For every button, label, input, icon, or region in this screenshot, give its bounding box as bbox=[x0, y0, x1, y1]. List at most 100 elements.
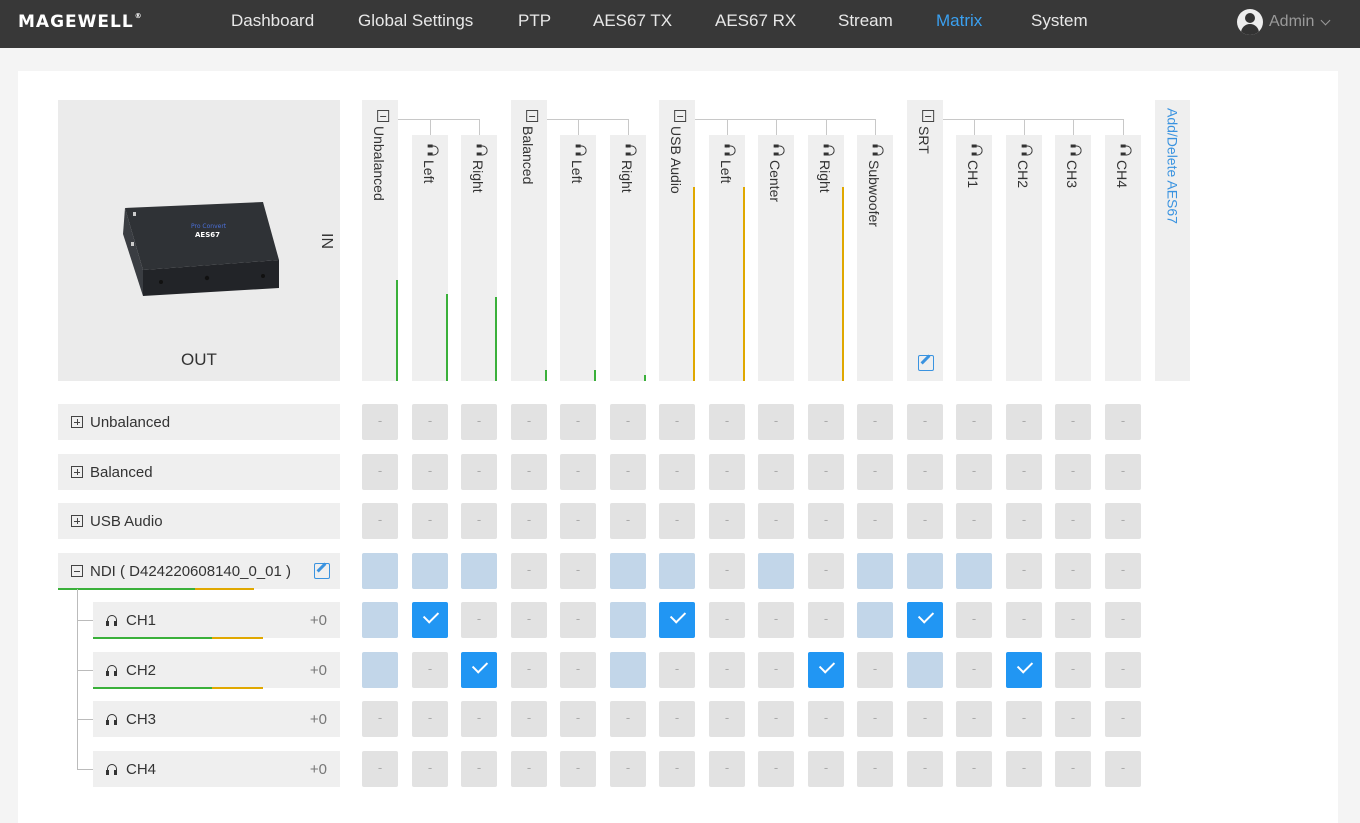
input-header-right[interactable]: Right bbox=[808, 135, 844, 381]
route-cell[interactable]: - bbox=[560, 602, 596, 638]
output-row-ndi-d424220608140-0-01[interactable]: NDI ( D424220608140_0_01 ) bbox=[58, 553, 340, 589]
nav-ptp[interactable]: PTP bbox=[518, 11, 552, 30]
route-cell[interactable]: - bbox=[758, 701, 794, 737]
route-cell[interactable]: - bbox=[956, 503, 992, 539]
input-header-left[interactable]: Left bbox=[560, 135, 596, 381]
route-cell[interactable]: - bbox=[1055, 652, 1091, 688]
route-cell[interactable] bbox=[956, 553, 992, 589]
route-cell[interactable]: - bbox=[808, 503, 844, 539]
route-cell[interactable]: - bbox=[709, 503, 745, 539]
route-cell[interactable]: - bbox=[808, 404, 844, 440]
route-cell[interactable]: - bbox=[857, 701, 893, 737]
input-header-ch2[interactable]: CH2 bbox=[1006, 135, 1042, 381]
input-header-right[interactable]: Right bbox=[461, 135, 497, 381]
route-cell[interactable]: - bbox=[857, 751, 893, 787]
route-cell[interactable]: - bbox=[659, 454, 695, 490]
add-delete-aes67-button[interactable]: Add/Delete AES67 bbox=[1155, 100, 1190, 381]
route-cell[interactable]: - bbox=[1006, 454, 1042, 490]
route-cell[interactable]: - bbox=[560, 701, 596, 737]
route-cell[interactable]: - bbox=[709, 701, 745, 737]
route-cell[interactable]: - bbox=[758, 751, 794, 787]
route-cell[interactable] bbox=[857, 553, 893, 589]
route-cell[interactable]: - bbox=[1055, 454, 1091, 490]
route-cell[interactable]: - bbox=[1105, 404, 1141, 440]
input-header-right[interactable]: Right bbox=[610, 135, 646, 381]
input-header-srt[interactable]: SRT bbox=[907, 100, 943, 381]
route-cell[interactable]: - bbox=[808, 454, 844, 490]
route-cell[interactable] bbox=[659, 553, 695, 589]
route-checkbox-checked[interactable] bbox=[412, 602, 448, 638]
route-cell[interactable]: - bbox=[857, 503, 893, 539]
route-cell[interactable]: - bbox=[560, 751, 596, 787]
route-cell[interactable]: - bbox=[1105, 751, 1141, 787]
nav-matrix[interactable]: Matrix bbox=[936, 11, 983, 30]
expand-icon[interactable] bbox=[71, 515, 83, 527]
route-cell[interactable]: - bbox=[560, 652, 596, 688]
route-cell[interactable]: - bbox=[362, 701, 398, 737]
route-cell[interactable] bbox=[362, 553, 398, 589]
route-cell[interactable]: - bbox=[412, 751, 448, 787]
route-cell[interactable]: - bbox=[511, 553, 547, 589]
route-cell[interactable]: - bbox=[560, 503, 596, 539]
route-cell[interactable]: - bbox=[1105, 553, 1141, 589]
route-cell[interactable] bbox=[610, 553, 646, 589]
input-header-ch4[interactable]: CH4 bbox=[1105, 135, 1141, 381]
output-row-balanced[interactable]: Balanced bbox=[58, 454, 340, 490]
route-cell[interactable]: - bbox=[857, 454, 893, 490]
route-cell[interactable]: - bbox=[461, 701, 497, 737]
route-cell[interactable]: - bbox=[659, 701, 695, 737]
gain-value[interactable]: +0 bbox=[309, 611, 327, 629]
input-header-usb-audio[interactable]: USB Audio bbox=[659, 100, 695, 381]
route-cell[interactable] bbox=[362, 602, 398, 638]
route-cell[interactable]: - bbox=[610, 751, 646, 787]
route-cell[interactable]: - bbox=[808, 701, 844, 737]
route-cell[interactable]: - bbox=[412, 701, 448, 737]
route-cell[interactable]: - bbox=[511, 454, 547, 490]
gain-value[interactable]: +0 bbox=[309, 661, 327, 679]
collapse-icon[interactable] bbox=[525, 110, 538, 122]
route-cell[interactable]: - bbox=[511, 751, 547, 787]
route-cell[interactable]: - bbox=[1055, 404, 1091, 440]
route-cell[interactable]: - bbox=[709, 454, 745, 490]
route-cell[interactable] bbox=[907, 652, 943, 688]
route-cell[interactable]: - bbox=[1105, 454, 1141, 490]
magewell-logo[interactable]: MAGEWELL® bbox=[18, 12, 143, 32]
route-cell[interactable] bbox=[610, 652, 646, 688]
input-header-balanced[interactable]: Balanced bbox=[511, 100, 547, 381]
nav-system[interactable]: System bbox=[1031, 11, 1088, 30]
ndi-edit-icon[interactable] bbox=[314, 563, 330, 579]
route-cell[interactable]: - bbox=[511, 602, 547, 638]
route-cell[interactable]: - bbox=[1105, 503, 1141, 539]
input-header-left[interactable]: Left bbox=[412, 135, 448, 381]
route-cell[interactable]: - bbox=[461, 751, 497, 787]
route-cell[interactable]: - bbox=[1055, 503, 1091, 539]
route-cell[interactable]: - bbox=[511, 503, 547, 539]
route-cell[interactable]: - bbox=[511, 701, 547, 737]
route-checkbox-checked[interactable] bbox=[461, 652, 497, 688]
route-cell[interactable]: - bbox=[511, 652, 547, 688]
route-cell[interactable]: - bbox=[907, 751, 943, 787]
route-checkbox-checked[interactable] bbox=[659, 602, 695, 638]
route-cell[interactable] bbox=[857, 602, 893, 638]
gain-value[interactable]: +0 bbox=[309, 760, 327, 778]
route-cell[interactable]: - bbox=[956, 454, 992, 490]
route-cell[interactable]: - bbox=[808, 602, 844, 638]
route-cell[interactable]: - bbox=[857, 404, 893, 440]
output-row-ch3[interactable]: CH3 +0 bbox=[93, 701, 340, 737]
route-cell[interactable]: - bbox=[956, 404, 992, 440]
route-cell[interactable]: - bbox=[412, 503, 448, 539]
route-cell[interactable]: - bbox=[709, 404, 745, 440]
route-cell[interactable]: - bbox=[659, 652, 695, 688]
input-header-ch3[interactable]: CH3 bbox=[1055, 135, 1091, 381]
route-cell[interactable]: - bbox=[1006, 751, 1042, 787]
route-cell[interactable]: - bbox=[362, 404, 398, 440]
output-row-unbalanced[interactable]: Unbalanced bbox=[58, 404, 340, 440]
route-cell[interactable]: - bbox=[1105, 602, 1141, 638]
route-cell[interactable]: - bbox=[907, 503, 943, 539]
output-row-usb-audio[interactable]: USB Audio bbox=[58, 503, 340, 539]
route-cell[interactable]: - bbox=[907, 701, 943, 737]
route-cell[interactable]: - bbox=[709, 602, 745, 638]
route-cell[interactable] bbox=[907, 553, 943, 589]
route-cell[interactable]: - bbox=[412, 652, 448, 688]
input-header-subwoofer[interactable]: Subwoofer bbox=[857, 135, 893, 381]
